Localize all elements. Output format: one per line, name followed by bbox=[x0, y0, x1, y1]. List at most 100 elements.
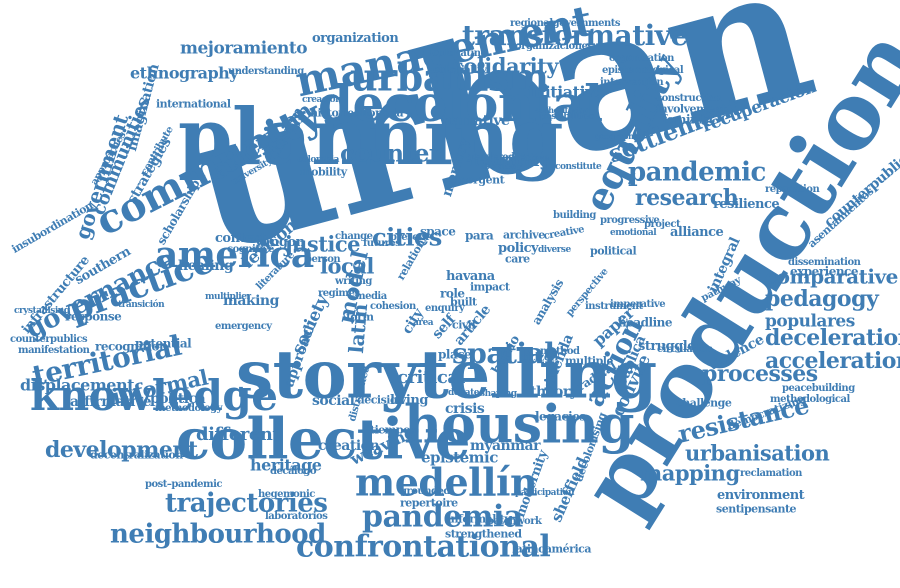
word-cloud-term: organization bbox=[312, 30, 399, 46]
word-cloud-term: legacies bbox=[535, 409, 586, 424]
word-cloud-term: built bbox=[450, 295, 477, 309]
word-cloud-term: repertoire bbox=[400, 496, 458, 510]
word-cloud-term: alliance bbox=[670, 224, 724, 240]
word-cloud-term: narrative bbox=[442, 113, 510, 130]
word-cloud-term: informality bbox=[447, 512, 511, 526]
word-cloud-term: understanding bbox=[228, 66, 304, 78]
word-cloud-term: emergent bbox=[449, 173, 505, 187]
word-cloud-term: affective bbox=[505, 153, 549, 165]
word-cloud-term: para bbox=[465, 228, 494, 243]
word-cloud-term: healing bbox=[178, 258, 234, 275]
word-cloud-term: crisis bbox=[445, 401, 485, 418]
word-cloud-term: decálogo bbox=[270, 466, 317, 478]
word-cloud-term: knowledge bbox=[30, 371, 278, 421]
word-cloud-term: civil bbox=[452, 318, 476, 332]
word-cloud-term: mejoramiento bbox=[180, 38, 308, 59]
word-cloud-term: constitute bbox=[555, 161, 602, 172]
word-cloud-term: analysis bbox=[529, 276, 567, 328]
word-cloud-term: local bbox=[320, 253, 374, 279]
word-cloud-term: shaping bbox=[480, 388, 517, 399]
word-cloud-term: creación bbox=[302, 94, 342, 105]
word-cloud-term: housing bbox=[404, 394, 635, 456]
word-cloud-term: environment bbox=[717, 487, 805, 503]
word-cloud-term: processes bbox=[702, 360, 818, 387]
word-cloud-term: multiplier bbox=[205, 291, 251, 302]
word-cloud-term: heritage bbox=[250, 455, 322, 475]
word-cloud-term: geographies bbox=[595, 130, 645, 141]
word-cloud-term: development bbox=[45, 436, 198, 463]
word-cloud-term: instrument bbox=[585, 301, 643, 313]
word-cloud-term: decolonial bbox=[318, 74, 603, 133]
word-cloud-term: imperative bbox=[610, 299, 666, 311]
word-cloud-term: learning bbox=[470, 149, 552, 171]
word-cloud-term: havana bbox=[446, 268, 495, 284]
word-cloud-term: change bbox=[335, 231, 373, 243]
word-cloud-term: diverse bbox=[538, 244, 571, 255]
word-cloud-term: emotional bbox=[610, 227, 657, 238]
word-cloud-term: debate bbox=[448, 387, 480, 398]
word-cloud-term: impact bbox=[470, 280, 510, 294]
word-cloud-term: populares bbox=[765, 311, 855, 332]
word-cloud-term: context bbox=[215, 230, 266, 246]
word-cloud-term: initiative bbox=[528, 82, 604, 102]
word-cloud-term: area bbox=[413, 317, 434, 328]
word-cloud-term: urbanisation bbox=[685, 440, 830, 466]
word-cloud-term: decision bbox=[357, 393, 405, 407]
word-cloud-term: sentipensante bbox=[716, 502, 797, 516]
word-cloud-term: policy bbox=[498, 240, 539, 256]
word-cloud-term: resilience bbox=[713, 196, 780, 212]
word-cloud-term: crystallising bbox=[14, 305, 70, 316]
word-cloud-term: moravia bbox=[357, 106, 404, 120]
word-cloud-term: pandemia bbox=[362, 499, 523, 535]
word-cloud-term: mobility bbox=[300, 165, 347, 179]
word-cloud-term: grounded bbox=[400, 486, 450, 498]
word-cloud-term: manifestation bbox=[18, 345, 90, 357]
word-cloud-term: affirmative bbox=[70, 394, 152, 411]
word-cloud-term: peacebuilding bbox=[782, 383, 855, 395]
word-cloud-term: post–pandemic bbox=[145, 479, 222, 491]
word-cloud-term: urbanism bbox=[350, 54, 549, 100]
word-cloud-term: myanmar bbox=[470, 438, 540, 455]
word-cloud-term: person bbox=[305, 254, 341, 266]
word-cloud-term: dissemination bbox=[788, 257, 861, 269]
word-cloud-term: tiempos bbox=[370, 423, 416, 437]
word-cloud-term: making bbox=[223, 293, 279, 310]
word-cloud-term: neighbourhood bbox=[110, 519, 326, 550]
word-cloud-term: epistemic bbox=[421, 448, 498, 467]
word-cloud-term: experience bbox=[790, 264, 859, 279]
word-cloud-term: comparative bbox=[765, 264, 898, 289]
word-cloud-term: colombia bbox=[297, 154, 339, 165]
word-cloud-term: ethnography bbox=[130, 63, 239, 83]
word-cloud-term: international bbox=[156, 97, 231, 111]
word-cloud-term: creative bbox=[542, 224, 585, 243]
word-cloud-term: patchwork bbox=[487, 516, 542, 528]
word-cloud-term: transición bbox=[118, 299, 165, 310]
word-cloud-term: justice bbox=[285, 231, 361, 257]
word-cloud-term: social bbox=[312, 393, 355, 410]
word-cloud-term: spatial bbox=[452, 337, 555, 371]
word-cloud-term: reparation bbox=[765, 184, 820, 196]
word-cloud-term: cities bbox=[372, 222, 442, 252]
word-cloud-term: intervention bbox=[600, 77, 664, 89]
word-cloud-term: progressive bbox=[600, 215, 660, 227]
word-cloud-term: gendered bbox=[466, 152, 515, 164]
word-cloud-term: histories bbox=[310, 106, 360, 120]
word-cloud-term: política bbox=[150, 391, 206, 408]
word-cloud-term: organisation bbox=[609, 53, 674, 65]
word-cloud-term: circulation bbox=[657, 344, 713, 356]
word-cloud-term: deceleration bbox=[765, 324, 900, 351]
word-cloud-term: epistemological bbox=[602, 65, 684, 77]
word-cloud-term: counterpublics bbox=[10, 334, 88, 346]
word-cloud-term: regimes bbox=[318, 288, 360, 300]
word-cloud-term: trajectories bbox=[165, 488, 328, 519]
word-cloud-term: living bbox=[390, 392, 428, 408]
word-cloud-term: headline bbox=[618, 315, 673, 330]
word-cloud-term: counter bbox=[340, 138, 442, 168]
word-cloud-term: research bbox=[635, 184, 739, 211]
word-cloud-term: transformative bbox=[462, 19, 688, 53]
word-cloud-term: yangon bbox=[255, 234, 305, 250]
word-cloud-term: medellín bbox=[355, 459, 538, 505]
word-cloud-term: pandemic bbox=[628, 157, 766, 188]
word-cloud-term: regionalgovernments bbox=[510, 18, 620, 30]
word-cloud-term: futures bbox=[363, 238, 401, 250]
